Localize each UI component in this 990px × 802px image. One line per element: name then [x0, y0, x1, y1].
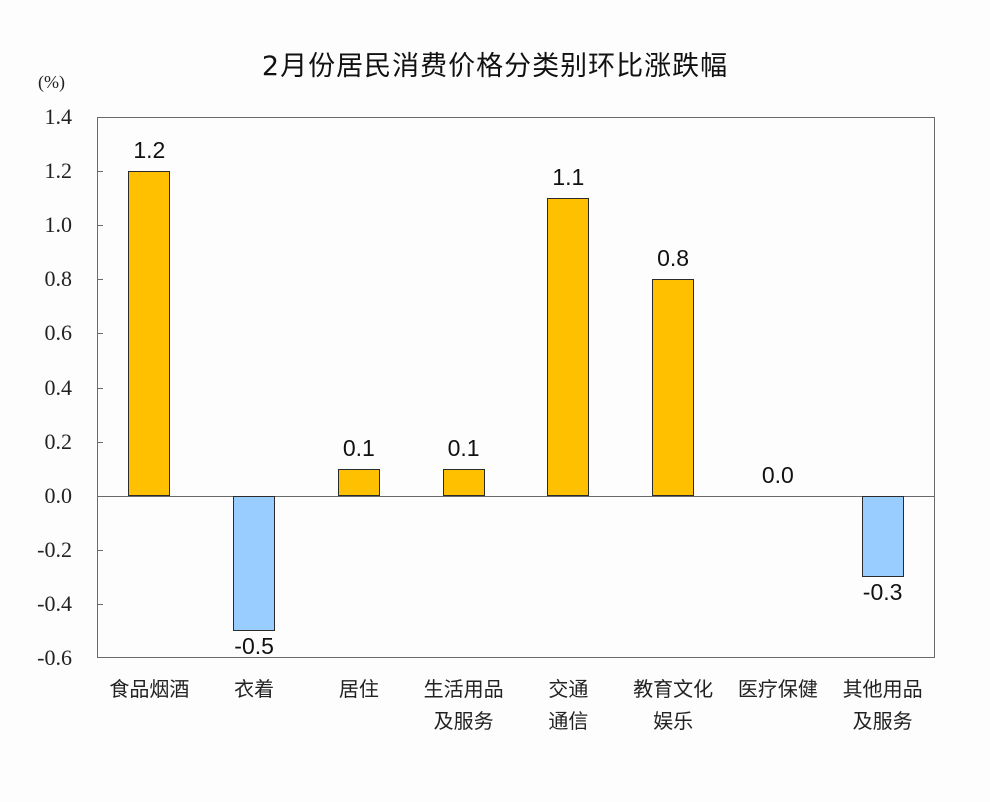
chart-title: 2月份居民消费价格分类别环比涨跌幅: [261, 51, 729, 82]
y-tick-label: -0.2: [37, 536, 72, 562]
value-label: 0.8: [657, 245, 690, 272]
bar-4: [442, 468, 485, 496]
bar-5: [547, 198, 590, 496]
y-tick-label: 0.2: [44, 428, 73, 454]
x-category-label: 教育文化: [633, 677, 714, 701]
x-category-label: 生活用品: [423, 677, 504, 701]
y-tick-mark: [97, 603, 103, 605]
y-tick-mark: [97, 387, 103, 389]
y-tick-label: 0.0: [44, 482, 73, 508]
y-tick-label: 0.8: [44, 266, 73, 292]
x-category-label: 医疗保健: [737, 677, 818, 701]
y-tick-mark: [97, 171, 103, 173]
x-category-label: 通信: [548, 709, 589, 733]
y-tick-mark: [97, 333, 103, 335]
plot-area: [97, 117, 935, 658]
value-label: 1.1: [552, 164, 585, 191]
y-axis-unit: (%): [38, 72, 65, 92]
x-category-label: 食品烟酒: [109, 677, 190, 701]
value-label: 0.1: [447, 434, 480, 461]
bar-6: [652, 279, 695, 496]
y-tick-label: 0.6: [44, 320, 73, 346]
y-tick-label: 1.0: [44, 212, 73, 238]
x-category-label: 居住: [338, 677, 379, 701]
x-category-label: 娱乐: [653, 709, 694, 733]
x-category-label: 衣着: [234, 677, 275, 701]
bar-2: [233, 495, 276, 631]
value-label: 0.0: [761, 461, 794, 488]
y-tick-mark: [97, 549, 103, 551]
value-label: 1.2: [133, 137, 166, 164]
x-category-label: 及服务: [852, 709, 913, 733]
value-label: 0.1: [342, 434, 375, 461]
y-tick-label: 1.4: [44, 104, 73, 129]
value-label: -0.5: [234, 632, 274, 659]
bar-1: [128, 171, 171, 496]
y-tick-label: 0.4: [44, 374, 73, 400]
zero-baseline: [97, 495, 935, 498]
y-tick-label: -0.4: [37, 590, 72, 616]
y-tick-mark: [97, 441, 103, 443]
y-tick-mark: [97, 225, 103, 227]
bar-8: [861, 495, 904, 577]
x-category-label: 交通: [548, 677, 589, 701]
x-category-label: 及服务: [433, 709, 494, 733]
y-tick-label: 1.2: [44, 158, 73, 184]
value-label: -0.3: [862, 578, 903, 605]
y-tick-mark: [97, 279, 103, 281]
bar-3: [337, 468, 380, 496]
x-category-label: 其他用品: [842, 677, 923, 701]
y-tick-label: -0.6: [37, 645, 72, 670]
